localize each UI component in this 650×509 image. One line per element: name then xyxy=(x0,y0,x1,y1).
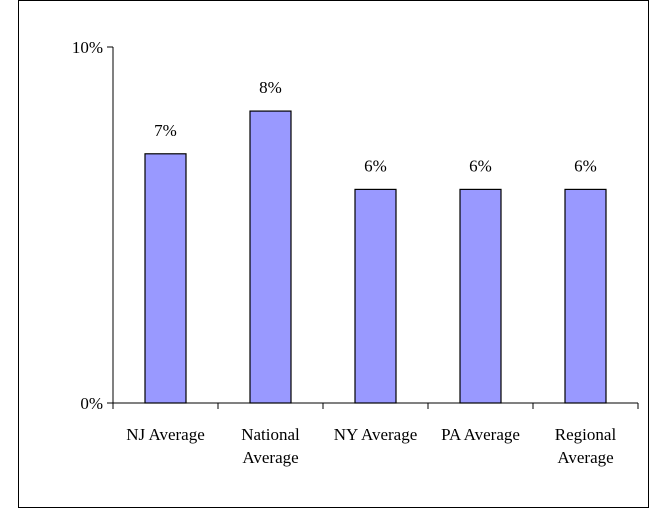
value-label: 6% xyxy=(364,156,387,175)
x-tick-label: PA Average xyxy=(441,425,520,444)
bar xyxy=(354,188,397,404)
value-label: 7% xyxy=(154,121,177,140)
x-tick-label: NY Average xyxy=(333,425,418,444)
value-label: 8% xyxy=(259,78,282,97)
value-label: 6% xyxy=(574,156,597,175)
bar xyxy=(249,110,292,404)
x-tick-label: Regional Average xyxy=(554,425,617,467)
y-tick-label: 10% xyxy=(72,38,103,57)
value-label: 6% xyxy=(469,156,492,175)
bar xyxy=(459,188,502,404)
x-tick-label: NJ Average xyxy=(126,425,205,444)
y-tick-label: 0% xyxy=(80,394,103,413)
chart-border xyxy=(18,0,649,508)
bar xyxy=(144,153,187,404)
bar xyxy=(564,188,607,404)
x-tick-label: National Average xyxy=(241,425,300,467)
